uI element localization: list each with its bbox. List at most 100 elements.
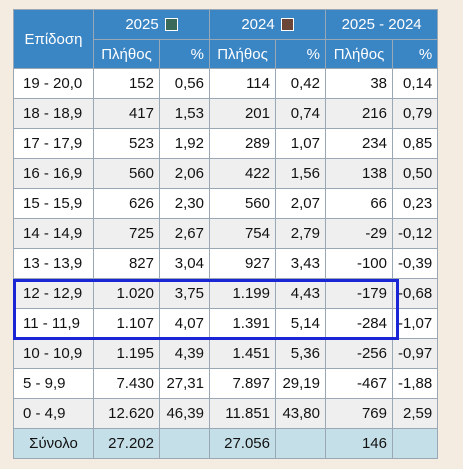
subheader-percent: % [159,39,210,69]
cell-percent-2025: 2,06 [159,158,210,189]
cell-diff-count: 138 [325,158,393,189]
total-count-2025: 27.202 [93,428,160,459]
cell-percent-2025: 46,39 [159,398,210,429]
cell-diff-count: -100 [325,248,393,279]
cell-percent-2025: 2,67 [159,218,210,249]
cell-count-2024: 7.897 [209,368,276,399]
cell-diff-count: -256 [325,338,393,369]
score-table-container: Επίδοση 2025 2024 2025 - 2024 Πλήθος % Π… [13,9,439,459]
cell-count-2024: 289 [209,128,276,159]
table-row: 19 - 20,0 152 0,56 114 0,42 38 0,14 [13,68,439,99]
cell-range: 12 - 12,9 [13,278,94,309]
cell-diff-percent: -1,07 [391,308,439,339]
color-swatch-2024 [280,18,294,31]
cell-diff-percent: 2,59 [391,398,439,429]
cell-percent-2024: 1,07 [275,128,326,159]
color-swatch-2025 [164,18,178,31]
cell-diff-percent: -0,68 [391,278,439,309]
cell-percent-2024: 0,74 [275,98,326,129]
cell-diff-percent: -0,12 [391,218,439,249]
cell-diff-percent: -0,97 [391,338,439,369]
header-range: Επίδοση [13,9,94,69]
cell-diff-count: -179 [325,278,393,309]
cell-diff-count: 66 [325,188,393,219]
table-row: 13 - 13,9 827 3,04 927 3,43 -100 -0,39 [13,248,439,279]
cell-count-2025: 626 [93,188,160,219]
cell-percent-2025: 3,04 [159,248,210,279]
cell-diff-percent: 0,50 [391,158,439,189]
cell-diff-count: -284 [325,308,393,339]
cell-percent-2024: 3,43 [275,248,326,279]
cell-range: 13 - 13,9 [13,248,94,279]
cell-percent-2024: 29,19 [275,368,326,399]
cell-count-2025: 152 [93,68,160,99]
cell-count-2024: 11.851 [209,398,276,429]
cell-count-2024: 1.451 [209,338,276,369]
cell-range: 11 - 11,9 [13,308,94,339]
cell-range: 10 - 10,9 [13,338,94,369]
cell-diff-percent: 0,14 [391,68,439,99]
cell-percent-2024: 4,43 [275,278,326,309]
cell-count-2025: 523 [93,128,160,159]
total-label: Σύνολο [13,428,94,459]
cell-count-2024: 927 [209,248,276,279]
cell-count-2024: 560 [209,188,276,219]
cell-range: 0 - 4,9 [13,398,94,429]
cell-count-2025: 1.020 [93,278,160,309]
cell-percent-2025: 3,75 [159,278,210,309]
cell-count-2024: 754 [209,218,276,249]
cell-diff-percent: 0,23 [391,188,439,219]
table-row: 15 - 15,9 626 2,30 560 2,07 66 0,23 [13,188,439,219]
cell-percent-2024: 2,79 [275,218,326,249]
cell-diff-count: -467 [325,368,393,399]
table-row: 12 - 12,9 1.020 3,75 1.199 4,43 -179 -0,68 [13,278,439,309]
table-row: 0 - 4,9 12.620 46,39 11.851 43,80 769 2,59 [13,398,439,429]
cell-diff-count: 38 [325,68,393,99]
cell-percent-2024: 2,07 [275,188,326,219]
cell-range: 14 - 14,9 [13,218,94,249]
cell-range: 17 - 17,9 [13,128,94,159]
table-row: 14 - 14,9 725 2,67 754 2,79 -29 -0,12 [13,218,439,249]
cell-diff-count: -29 [325,218,393,249]
subheader-count: Πλήθος [325,39,393,69]
header-difference: 2025 - 2024 [324,9,439,40]
cell-percent-2025: 27,31 [159,368,210,399]
cell-count-2024: 1.199 [209,278,276,309]
cell-count-2025: 725 [93,218,160,249]
table-row: 11 - 11,9 1.107 4,07 1.391 5,14 -284 -1,07 [13,308,439,339]
cell-percent-2025: 4,39 [159,338,210,369]
cell-percent-2024: 5,14 [275,308,326,339]
subheader-count: Πλήθος [209,39,276,69]
subheader-count: Πλήθος [93,39,160,69]
cell-range: 15 - 15,9 [13,188,94,219]
cell-count-2024: 1.391 [209,308,276,339]
total-diff-percent [391,428,439,459]
header-year-2025: 2025 [93,9,210,40]
cell-diff-count: 234 [325,128,393,159]
total-percent-2025 [159,428,210,459]
cell-percent-2025: 2,30 [159,188,210,219]
cell-percent-2024: 5,36 [275,338,326,369]
subheader-percent: % [391,39,439,69]
cell-diff-percent: -1,88 [391,368,439,399]
cell-range: 16 - 16,9 [13,158,94,189]
total-percent-2024 [275,428,326,459]
subheader-percent: % [275,39,326,69]
cell-count-2025: 417 [93,98,160,129]
cell-percent-2025: 1,92 [159,128,210,159]
cell-count-2024: 422 [209,158,276,189]
table-row: 17 - 17,9 523 1,92 289 1,07 234 0,85 [13,128,439,159]
cell-diff-percent: 0,79 [391,98,439,129]
cell-count-2024: 201 [209,98,276,129]
cell-diff-percent: 0,85 [391,128,439,159]
total-row: Σύνολο 27.202 27.056 146 [13,428,439,459]
score-distribution-table: Επίδοση 2025 2024 2025 - 2024 Πλήθος % Π… [13,9,439,459]
cell-percent-2024: 43,80 [275,398,326,429]
table-row: 5 - 9,9 7.430 27,31 7.897 29,19 -467 -1,88 [13,368,439,399]
cell-count-2025: 1.195 [93,338,160,369]
cell-range: 18 - 18,9 [13,98,94,129]
cell-count-2024: 114 [209,68,276,99]
cell-range: 5 - 9,9 [13,368,94,399]
table-row: 10 - 10,9 1.195 4,39 1.451 5,36 -256 -0,97 [13,338,439,369]
cell-percent-2024: 1,56 [275,158,326,189]
